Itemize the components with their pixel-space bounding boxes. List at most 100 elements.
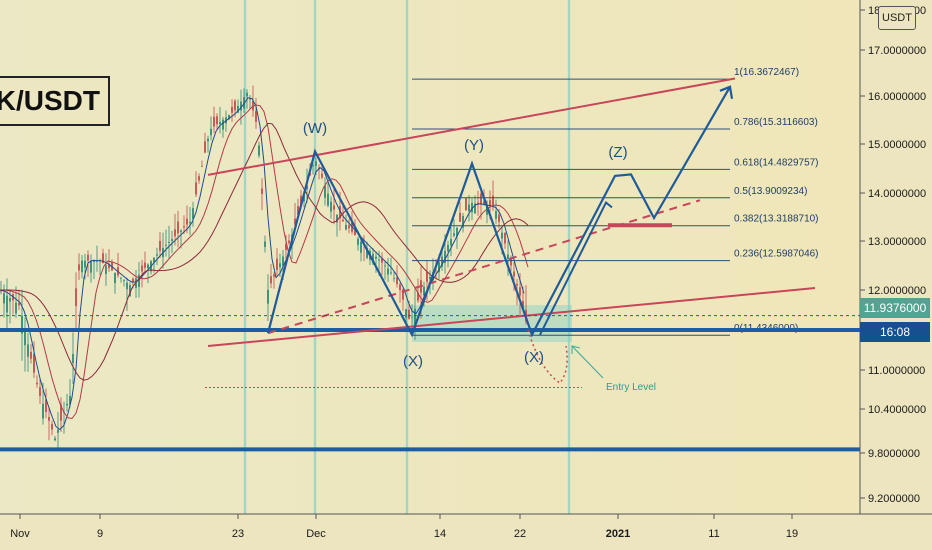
fib-level-label-1: 1(16.3672467) <box>734 67 799 78</box>
candle-body <box>195 182 197 195</box>
candle-body <box>180 230 182 232</box>
candle-body <box>39 387 41 396</box>
candle-body <box>417 292 419 301</box>
candle-body <box>423 286 425 296</box>
price-tick-label: 9.8000000 <box>868 448 920 460</box>
candle-body <box>42 403 44 419</box>
price-tick-label: 9.2000000 <box>868 493 920 505</box>
candle-body <box>399 284 401 290</box>
candle-body <box>348 225 350 229</box>
candle-body <box>174 229 176 237</box>
candle-body <box>327 193 329 206</box>
candle-body <box>330 201 332 212</box>
candle-body <box>483 201 485 206</box>
wave-label-0: (W) <box>303 120 327 137</box>
entry-level-annotation: Entry Level <box>606 382 656 393</box>
channel-upper-line <box>207 77 736 176</box>
candle-body <box>243 97 245 109</box>
candle-body <box>33 353 35 373</box>
candle-body <box>120 277 122 279</box>
candle-body <box>141 265 143 272</box>
candle-body <box>519 287 521 296</box>
candle-body <box>93 260 95 263</box>
candle-body <box>60 404 62 421</box>
candle-body <box>489 200 491 207</box>
candle-body <box>0 290 2 292</box>
candle-body <box>30 351 32 359</box>
time-tick-label: 23 <box>232 528 244 540</box>
candle-body <box>24 330 26 346</box>
candle-body <box>177 221 179 234</box>
candle-body <box>426 271 428 282</box>
time-tick-label: Dec <box>306 528 326 540</box>
candle-body <box>102 253 104 264</box>
price-tick-label: 15.0000000 <box>868 139 926 151</box>
candle-body <box>336 214 338 223</box>
candle-body <box>408 309 410 319</box>
candle-body <box>378 259 380 261</box>
projected-dip-path <box>527 329 568 385</box>
candle-body <box>75 288 77 306</box>
candle-body <box>210 128 212 136</box>
candle-body <box>441 256 443 267</box>
currency-badge[interactable]: USDT <box>878 6 916 30</box>
fib-level-label-0.786: 0.786(15.3116603) <box>734 117 818 128</box>
candle-body <box>123 280 125 281</box>
candle-body <box>222 119 224 130</box>
candle-body <box>315 161 317 167</box>
candle-body <box>447 244 449 252</box>
candle-body <box>186 218 188 225</box>
candle-body <box>450 239 452 246</box>
candle-body <box>360 241 362 253</box>
candle-body <box>504 232 506 244</box>
time-tick-label: 14 <box>434 528 446 540</box>
candle-body <box>21 315 23 334</box>
price-tick-label: 17.0000000 <box>868 45 926 57</box>
candle-body <box>522 300 524 309</box>
candle-body <box>414 308 416 328</box>
candle-body <box>279 263 281 268</box>
candle-body <box>297 206 299 215</box>
candle-body <box>501 232 503 239</box>
candle-body <box>54 438 56 441</box>
candle-body <box>474 203 476 214</box>
candle-body <box>255 111 257 122</box>
candle-body <box>138 274 140 287</box>
candle-body <box>366 247 368 258</box>
candle-body <box>453 233 455 236</box>
candle-body <box>264 241 266 247</box>
candle-body <box>129 285 131 297</box>
candle-body <box>375 256 377 259</box>
candle-body <box>396 277 398 285</box>
candle-body <box>513 271 515 277</box>
price-tick-label: 16.0000000 <box>868 91 926 103</box>
candle-body <box>132 278 134 282</box>
candle-body <box>153 257 155 263</box>
moving-average-mid <box>0 104 529 420</box>
candle-body <box>219 121 221 124</box>
candle-body <box>462 216 464 228</box>
candle-body <box>72 354 74 364</box>
candle-body <box>276 258 278 270</box>
candle-body <box>285 243 287 250</box>
candle-body <box>3 293 5 304</box>
candle-body <box>36 382 38 385</box>
candle-body <box>270 276 272 284</box>
candle-body <box>357 238 359 245</box>
moving-average-slow <box>0 122 529 381</box>
time-axis-panel <box>0 514 932 550</box>
candle-body <box>234 100 236 111</box>
candle-body <box>147 264 149 268</box>
candle-body <box>456 227 458 237</box>
candle-body <box>492 195 494 208</box>
candle-body <box>384 265 386 267</box>
candle-body <box>198 176 200 181</box>
candle-body <box>168 241 170 243</box>
candle-body <box>207 138 209 142</box>
candle-body <box>324 185 326 198</box>
candle-body <box>402 289 404 300</box>
candle-body <box>249 98 251 100</box>
candle-body <box>372 253 374 264</box>
candle-body <box>510 259 512 266</box>
candle-body <box>381 258 383 263</box>
